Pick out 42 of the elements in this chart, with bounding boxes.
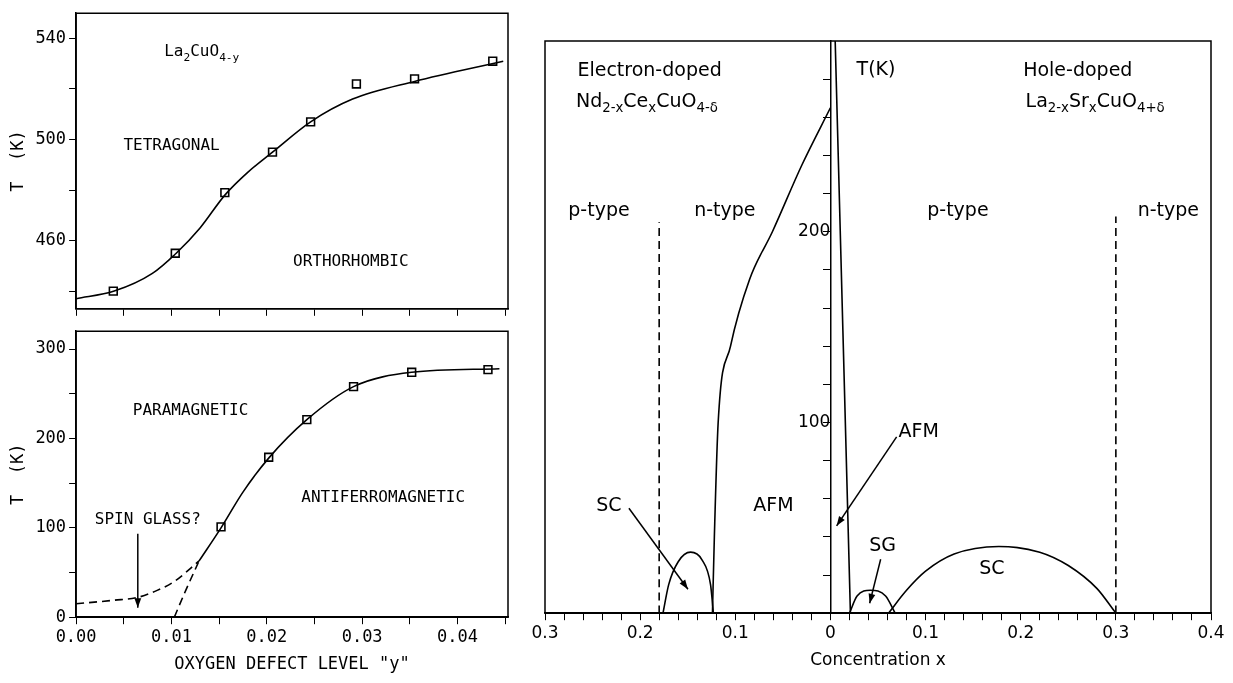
x-axis-title: Concentration x: [810, 649, 946, 670]
x-tick-label: 0.03: [341, 625, 383, 646]
y-axis-title: T (K): [6, 443, 27, 505]
annotation: SC: [979, 556, 1005, 579]
annotation: n-type: [694, 197, 756, 220]
annotation: AFM: [753, 493, 794, 516]
x-tick-label: 0.01: [150, 625, 192, 646]
y-axis-title: T (K): [6, 130, 27, 192]
annotation: SPIN GLASS?: [94, 508, 201, 528]
x-tick-label: 0.3: [531, 621, 559, 642]
annotation: ANTIFERROMAGNETIC: [301, 487, 466, 507]
annotation: n-type: [1137, 197, 1200, 220]
annotation: p-type: [568, 197, 630, 220]
x-tick-label: 0.00: [55, 625, 97, 646]
y-tick-label: 100: [797, 410, 831, 431]
annotation: SC: [596, 493, 622, 516]
annotation: PARAMAGNETIC: [132, 399, 249, 419]
annotation: SG: [869, 533, 897, 556]
annotation: p-type: [927, 197, 989, 220]
y-tick-label: 100: [35, 516, 67, 537]
x-axis-title: OXYGEN DEFECT LEVEL "y": [174, 653, 410, 674]
y-tick-label: 200: [35, 426, 67, 447]
x-tick-label: 0.2: [1007, 621, 1035, 642]
annotation: Hole-doped: [1023, 58, 1133, 81]
x-tick-label: 0.2: [626, 621, 654, 642]
x-tick-label: 0.4: [1197, 621, 1225, 642]
y-tick-label: 200: [797, 220, 831, 241]
x-tick-label: 0.1: [721, 621, 749, 642]
y-tick-label: 540: [35, 26, 67, 47]
annotation: AFM: [898, 418, 939, 441]
x-tick-label: 0.3: [1102, 621, 1130, 642]
annotation: ORTHORHOMBIC: [292, 250, 409, 270]
annotation: TETRAGONAL: [123, 135, 220, 155]
x-tick-label: 0.1: [912, 621, 940, 642]
y-tick-label: 500: [35, 127, 67, 148]
y-tick-label: 0: [55, 605, 67, 626]
annotation: T(K): [855, 56, 896, 79]
x-tick-label: 0.04: [436, 625, 478, 646]
annotation: Electron-doped: [577, 58, 722, 81]
y-tick-label: 300: [35, 337, 67, 358]
y-tick-label: 460: [35, 229, 67, 250]
x-tick-label: 0.02: [246, 625, 288, 646]
